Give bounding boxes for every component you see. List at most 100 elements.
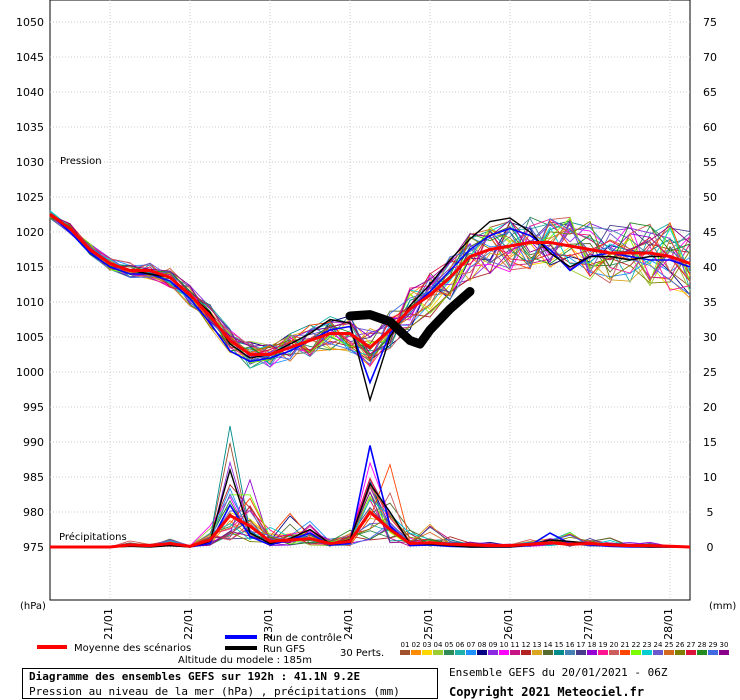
chart-subtitle: Pression au niveau de la mer (hPa) , pré… <box>29 685 400 698</box>
ensemble-run-label: Ensemble GEFS du 20/01/2021 - 06Z <box>449 666 668 679</box>
legend-member-swatch <box>664 650 674 655</box>
legend-member-number: 18 <box>588 641 597 649</box>
right-tick-label: 40 <box>703 261 717 274</box>
right-tick-label: 20 <box>703 401 717 414</box>
legend-member-number: 24 <box>654 641 663 649</box>
left-tick-label: 1030 <box>16 156 44 169</box>
x-tick-label: 27/01 <box>582 608 595 640</box>
legend-member-number: 25 <box>665 641 674 649</box>
legend-member-number: 20 <box>610 641 619 649</box>
legend-member-number: 11 <box>511 641 520 649</box>
x-tick-label: 28/01 <box>662 608 675 640</box>
right-tick-label: 10 <box>703 471 717 484</box>
member-pressure-line <box>49 216 691 368</box>
legend-member-number: 14 <box>544 641 553 649</box>
legend-member-number: 29 <box>709 641 718 649</box>
legend-member-swatch <box>455 650 465 655</box>
left-tick-label: 1015 <box>16 261 44 274</box>
series-pressure-2 <box>49 213 691 403</box>
legend-member-swatch <box>521 650 531 655</box>
legend-member-swatch <box>587 650 597 655</box>
legend-member-number: 01 <box>401 641 410 649</box>
legend-member-number: 07 <box>467 641 476 649</box>
legend-member-number: 23 <box>643 641 652 649</box>
left-tick-label: 990 <box>23 436 44 449</box>
legend-member-swatch <box>598 650 608 655</box>
legend-member-swatch <box>477 650 487 655</box>
legend-member-number: 10 <box>500 641 509 649</box>
plot-frame <box>49 0 691 601</box>
left-tick-label: 1025 <box>16 191 44 204</box>
copyright-label: Copyright 2021 Meteociel.fr <box>449 685 645 699</box>
left-tick-label: 975 <box>23 541 44 554</box>
x-tick-label: 26/01 <box>502 608 515 640</box>
left-tick-label: 980 <box>23 506 44 519</box>
legend-member-number: 30 <box>720 641 729 649</box>
member-pressure-line <box>49 213 691 361</box>
legend-member-number: 03 <box>423 641 432 649</box>
right-tick-label: 25 <box>703 366 717 379</box>
legend-member-swatch <box>554 650 564 655</box>
chart-title: Diagramme des ensembles GEFS sur 192h : … <box>29 670 361 683</box>
chart-info-box: Diagramme des ensembles GEFS sur 192h : … <box>22 668 438 699</box>
left-tick-label: 1040 <box>16 86 44 99</box>
legend-member-swatch <box>422 650 432 655</box>
legend-member-swatch <box>466 650 476 655</box>
legend-member-swatch <box>609 650 619 655</box>
left-tick-label: 1050 <box>16 16 44 29</box>
right-tick-label: 70 <box>703 51 717 64</box>
legend-member-swatch <box>400 650 410 655</box>
legend-member-number: 04 <box>434 641 443 649</box>
legend-member-swatch <box>411 650 421 655</box>
legend-member-swatch <box>686 650 696 655</box>
legend-member-swatch <box>653 650 663 655</box>
left-tick-label: 1035 <box>16 121 44 134</box>
legend-member-number: 26 <box>676 641 685 649</box>
left-tick-label: 1010 <box>16 296 44 309</box>
series-pressure-0 <box>49 213 691 356</box>
legend-member-swatch <box>499 650 509 655</box>
chart-legend: Moyenne des scénarios Run de contrôleRun … <box>37 632 729 659</box>
legend-member-swatch <box>488 650 498 655</box>
left-tick-label: 1005 <box>16 331 44 344</box>
chart-grid <box>49 0 691 601</box>
legend-member-swatch <box>510 650 520 655</box>
observed-trace <box>345 287 475 349</box>
x-tick-label: 22/01 <box>182 608 195 640</box>
series-pressure-1 <box>49 213 691 385</box>
precip-label: Précipitations <box>59 531 127 543</box>
left-tick-label: 1000 <box>16 366 44 379</box>
right-tick-label: 5 <box>707 506 714 519</box>
legend-member-swatch <box>631 650 641 655</box>
legend-member-swatch <box>444 650 454 655</box>
legend-member-number: 08 <box>478 641 487 649</box>
x-tick-label: 21/01 <box>102 608 115 640</box>
legend-member-swatch <box>576 650 586 655</box>
right-tick-label: 50 <box>703 191 717 204</box>
right-tick-label: 15 <box>703 436 717 449</box>
legend-member-number: 22 <box>632 641 641 649</box>
left-tick-label: 1045 <box>16 51 44 64</box>
right-axis-unit: (mm) <box>709 601 736 612</box>
main-series <box>49 213 691 549</box>
member-pressure-line <box>49 216 691 368</box>
legend-member-number: 17 <box>577 641 586 649</box>
legend-member-swatch <box>433 650 443 655</box>
legend-member-swatch <box>675 650 685 655</box>
right-tick-label: 45 <box>703 226 717 239</box>
right-tick-label: 75 <box>703 16 717 29</box>
legend-perts-label: 30 Perts. <box>340 648 384 659</box>
legend-gfs-label: Run GFS <box>263 644 305 655</box>
legend-member-number: 27 <box>687 641 696 649</box>
right-tick-label: 30 <box>703 331 717 344</box>
right-tick-label: 55 <box>703 156 717 169</box>
legend-member-number: 12 <box>522 641 531 649</box>
legend-member-number: 13 <box>533 641 542 649</box>
legend-member-number: 21 <box>621 641 630 649</box>
legend-mean-label: Moyenne des scénarios <box>74 642 191 654</box>
legend-control-label: Run de contrôle <box>263 632 342 644</box>
right-tick-label: 60 <box>703 121 717 134</box>
right-tick-label: 35 <box>703 296 717 309</box>
legend-member-number: 19 <box>599 641 608 649</box>
